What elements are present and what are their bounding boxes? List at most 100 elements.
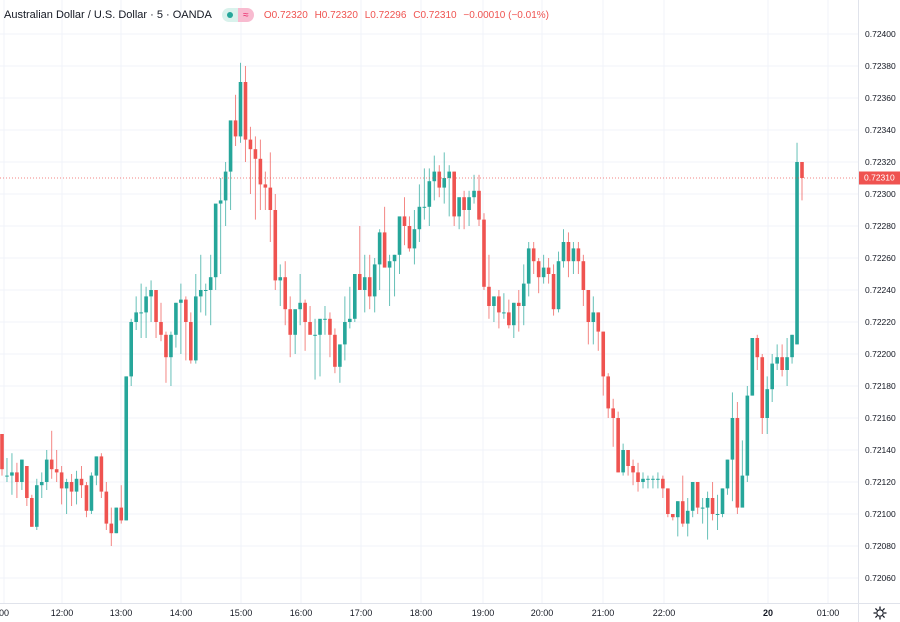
price-tick-label: 0.72220 [865,317,896,327]
change-value: −0.00010 (−0.01%) [463,9,549,21]
candle [273,210,278,281]
candle [387,261,392,268]
candle [203,290,208,291]
settings-button[interactable] [858,603,900,622]
candle [357,274,362,290]
candle [193,296,198,361]
gear-icon [873,606,887,620]
candle [740,475,745,508]
candle [785,357,789,370]
candle [507,312,511,326]
candle [69,482,74,492]
time-tick-label: 18:00 [409,608,433,618]
candle [89,475,94,511]
price-tick-label: 0.72060 [865,573,896,583]
time-tick-label: 22:00 [652,608,676,618]
candle [223,171,228,201]
candle [367,277,372,297]
candle [656,478,660,480]
candlestick-chart[interactable] [0,0,858,603]
candle [338,344,342,367]
candle [159,322,163,335]
time-tick-label: 15:00 [229,608,253,618]
symbol-title[interactable]: Australian Dollar / U.S. Dollar · 5 · OA… [4,9,212,21]
candle [576,248,581,262]
candle [139,312,143,314]
candle [318,318,322,335]
price-tick-label: 0.72360 [865,93,896,103]
price-tick-label: 0.72240 [865,285,896,295]
symbol-legend: Australian Dollar / U.S. Dollar · 5 · OA… [4,8,553,22]
open-value: O0.72320 [263,9,308,21]
close-value: C0.72310 [413,9,457,21]
time-tick-label: 13:00 [109,608,133,618]
candle [710,498,715,514]
candle [15,472,19,482]
candle [432,171,437,182]
candle [268,187,273,210]
candle [20,459,24,482]
last-price-label: 0.72310 [859,171,900,185]
candle [725,459,730,489]
candle [99,456,104,492]
time-tick-label: 20 [762,608,774,618]
candle [720,488,725,514]
candle [198,290,203,297]
price-tick-label: 0.72120 [865,477,896,487]
candle [298,302,302,310]
candle [134,312,138,322]
candle [34,485,39,527]
approx-equal-icon[interactable]: ≈ [237,8,254,22]
candle [348,318,352,322]
chart-pane[interactable]: Australian Dollar / U.S. Dollar · 5 · OA… [0,0,858,603]
price-tick-label: 0.72160 [865,413,896,423]
candle [541,267,546,278]
candle [144,296,148,313]
candle [790,334,794,358]
candle [328,318,332,335]
time-tick-label: 14:00 [169,608,193,618]
candle [124,376,129,521]
candle [695,482,700,508]
candle [477,190,481,220]
time-tick-label: 19:00 [471,608,495,618]
time-tick-label: 21:00 [591,608,615,618]
candle [333,334,337,367]
ohlc-values: O0.72320 H0.72320 L0.72296 C0.72310 −0.0… [264,10,553,21]
candle [447,171,452,178]
candle [109,523,114,534]
candle [377,232,382,265]
market-open-dot-icon[interactable] [221,8,238,22]
candle [343,322,347,345]
candle [626,450,630,466]
candle [760,357,765,418]
time-tick-label: 20:00 [530,608,554,618]
status-badges: ≈ [221,8,254,22]
time-tick-label: 01:00 [816,608,840,618]
candle [5,475,9,477]
candle [169,334,173,358]
candle [521,283,526,306]
price-tick-label: 0.72400 [865,29,896,39]
candle [462,197,466,210]
candle [437,171,442,188]
candle [54,469,59,473]
candle [452,171,456,217]
candle [472,190,476,198]
candle [492,296,496,306]
candle [308,322,312,335]
candle [680,501,685,524]
candle [775,357,779,364]
candle [164,334,168,358]
candle [467,197,471,210]
candle [735,418,740,508]
price-axis[interactable]: 0.72400 0.72380 0.72360 0.72340 0.72320 0.723… [858,0,900,603]
candle [64,482,69,489]
candle [566,242,571,262]
candle [606,376,611,409]
candle [497,296,501,313]
candle [104,491,109,524]
candle [323,318,327,320]
candle [253,149,258,159]
time-axis[interactable]: 00 12:00 13:00 14:00 15:00 16:00 17:00 18:00 19:… [0,603,858,622]
